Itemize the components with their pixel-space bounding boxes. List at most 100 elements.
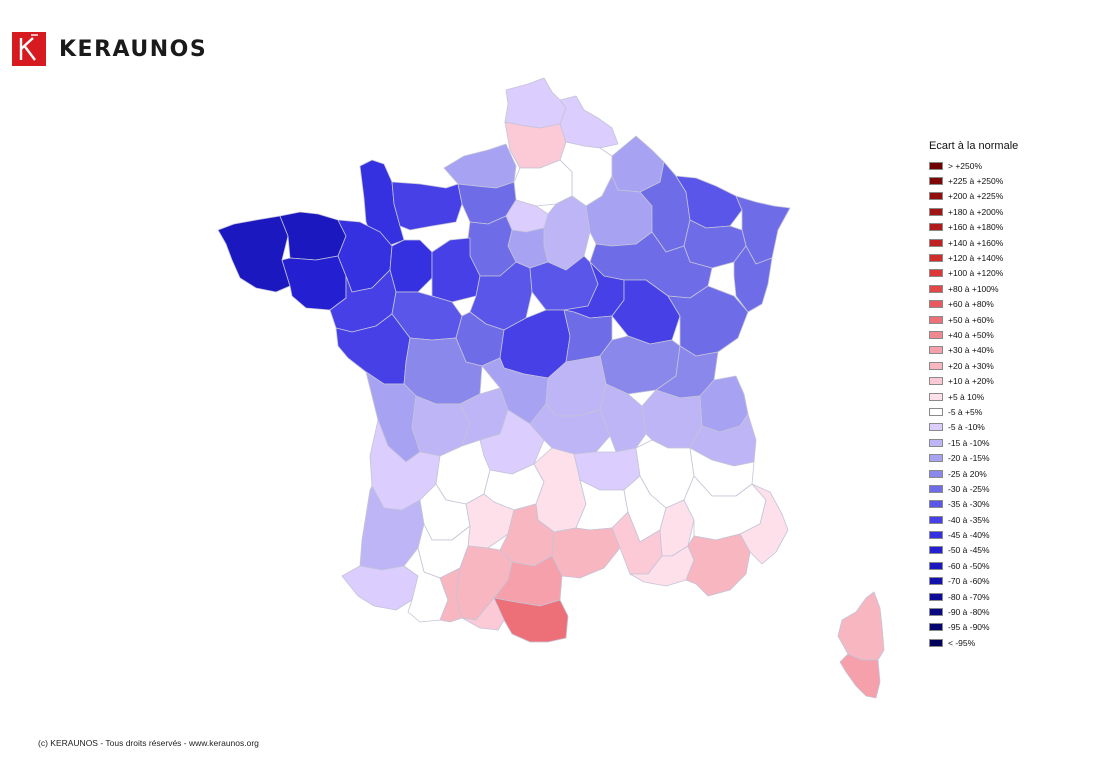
legend-swatch <box>929 330 943 339</box>
department-region-nord <box>559 95 619 149</box>
legend-item: -50 à -45% <box>929 543 1018 558</box>
legend-item: -20 à -15% <box>929 450 1018 465</box>
legend-item: +60 à +80% <box>929 297 1018 312</box>
department-region-herault <box>551 527 621 579</box>
legend-label: -40 à -35% <box>948 514 990 525</box>
department-region-loire-rhone <box>599 383 647 453</box>
legend-item: +50 à +60% <box>929 312 1018 327</box>
legend-label: +5 à 10% <box>948 391 985 402</box>
legend-swatch <box>929 177 943 186</box>
legend-swatch <box>929 423 943 432</box>
department-region-alpes-maritimes <box>739 483 789 565</box>
legend-item: +80 à +100% <box>929 281 1018 296</box>
department-shapes <box>217 77 885 699</box>
legend-label: +60 à +80% <box>948 299 994 310</box>
department-region-haute-saone-doubs <box>667 285 749 357</box>
legend-label: +20 à +30% <box>948 360 994 371</box>
legend-item: -95 à -90% <box>929 620 1018 635</box>
legend-item: -35 à -30% <box>929 497 1018 512</box>
legend-swatch <box>929 207 943 216</box>
legend-swatch <box>929 546 943 555</box>
legend-item: -15 à -10% <box>929 435 1018 450</box>
legend-item: +120 à +140% <box>929 250 1018 265</box>
legend-label: -15 à -10% <box>948 437 990 448</box>
legend-label: -80 à -70% <box>948 591 990 602</box>
department-region-ariege-ouest <box>461 597 505 631</box>
legend-label: +30 à +40% <box>948 345 994 356</box>
legend-label: -60 à -50% <box>948 560 990 571</box>
legend-swatch <box>929 438 943 447</box>
department-region-calvados-orne <box>391 181 463 231</box>
legend-swatch <box>929 254 943 263</box>
department-region-pas-de-calais <box>504 77 567 129</box>
legend-label: +50 à +60% <box>948 314 994 325</box>
legend-item: -40 à -35% <box>929 512 1018 527</box>
legend-label: +180 à +200% <box>948 206 1004 217</box>
brand-name: KERAUNOS <box>59 36 208 62</box>
department-region-corse-du-sud <box>839 653 881 699</box>
department-region-seine-maritime <box>443 143 517 189</box>
legend-item: +140 à +160% <box>929 235 1018 250</box>
department-region-var <box>685 533 751 597</box>
department-region-haut-rhin <box>733 245 773 313</box>
legend-label: > +250% <box>948 160 983 171</box>
legend-label: +120 à +140% <box>948 253 1004 264</box>
legend-item: +225 à +250% <box>929 173 1018 188</box>
legend-label: -30 à -25% <box>948 483 990 494</box>
legend-items: > +250% +225 à +250% +200 à +225% +180 à +2… <box>929 158 1018 651</box>
keraunos-logo-icon <box>12 32 46 66</box>
legend-item: +10 à +20% <box>929 373 1018 388</box>
legend-item: +30 à +40% <box>929 343 1018 358</box>
department-region-pyrenees-atlantiques <box>341 565 419 611</box>
legend-label: -95 à -90% <box>948 622 990 633</box>
legend-label: -35 à -30% <box>948 499 990 510</box>
legend-swatch <box>929 346 943 355</box>
legend-swatch <box>929 500 943 509</box>
legend-label: -20 à -15% <box>948 453 990 464</box>
legend-label: < -95% <box>948 637 976 648</box>
legend-item: -30 à -25% <box>929 481 1018 496</box>
legend-label: +225 à +250% <box>948 176 1004 187</box>
legend-swatch <box>929 608 943 617</box>
department-region-haute-corse <box>837 591 885 661</box>
department-region-manche <box>359 159 405 247</box>
legend-swatch <box>929 238 943 247</box>
legend-swatch <box>929 577 943 586</box>
department-region-isere-savoie <box>641 389 703 449</box>
legend-swatch <box>929 561 943 570</box>
legend-swatch <box>929 515 943 524</box>
legend-item: -5 à +5% <box>929 404 1018 419</box>
legend-label: +140 à +160% <box>948 237 1004 248</box>
department-region-mayenne <box>389 239 433 293</box>
legend-item: +20 à +30% <box>929 358 1018 373</box>
legend-label: +160 à +180% <box>948 222 1004 233</box>
legend-swatch <box>929 300 943 309</box>
legend-swatch <box>929 392 943 401</box>
legend-swatch <box>929 638 943 647</box>
legend-item: -45 à -40% <box>929 527 1018 542</box>
legend-swatch <box>929 315 943 324</box>
legend-swatch <box>929 407 943 416</box>
legend-item: +160 à +180% <box>929 220 1018 235</box>
legend-label: +10 à +20% <box>948 376 994 387</box>
legend-swatch <box>929 269 943 278</box>
legend-label: -45 à -40% <box>948 530 990 541</box>
brand-logo: KERAUNOS <box>12 32 207 66</box>
legend-item: +5 à 10% <box>929 389 1018 404</box>
department-region-ariege <box>439 567 463 623</box>
department-region-morbihan <box>281 255 347 311</box>
legend-label: +40 à +50% <box>948 329 994 340</box>
legend-swatch <box>929 223 943 232</box>
legend-item: > +250% <box>929 158 1018 173</box>
legend-swatch <box>929 531 943 540</box>
department-region-cotes-darmor <box>279 211 347 261</box>
legend-item: +200 à +225% <box>929 189 1018 204</box>
department-region-finistere <box>217 215 291 293</box>
legend-swatch <box>929 454 943 463</box>
legend-item: +40 à +50% <box>929 327 1018 342</box>
legend-item: +100 à +120% <box>929 266 1018 281</box>
legend-swatch <box>929 623 943 632</box>
department-region-moselle <box>675 175 743 229</box>
legend-label: -25 à 20% <box>948 468 987 479</box>
